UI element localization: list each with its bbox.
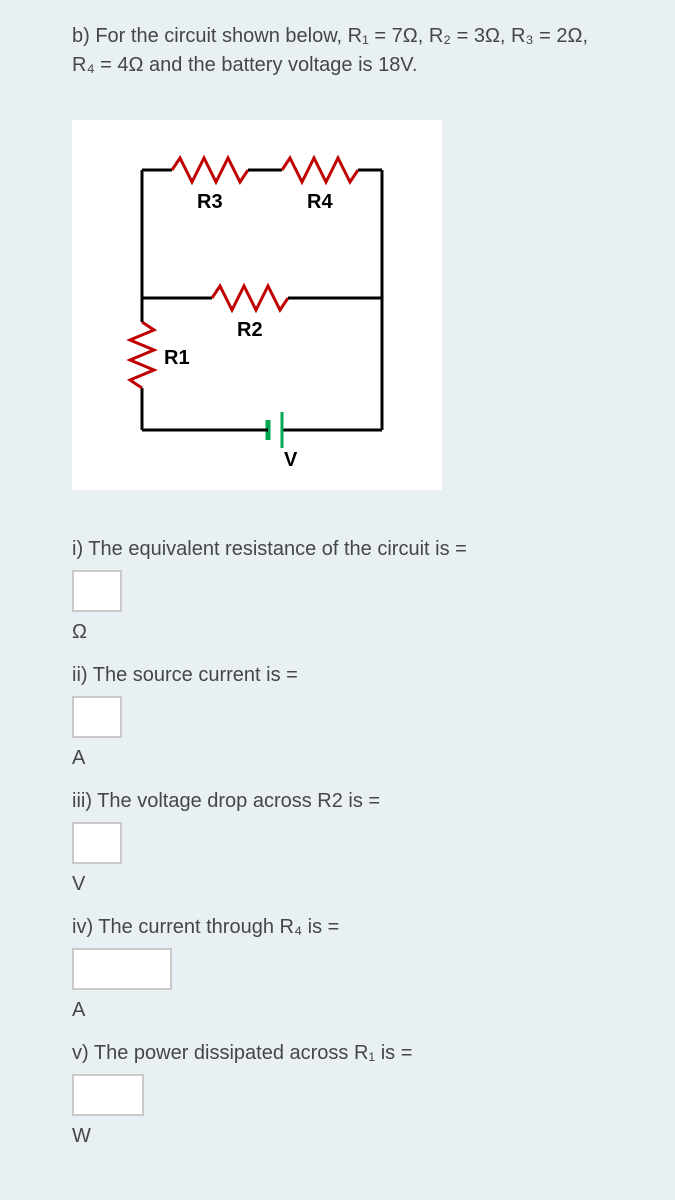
unit-4: A (72, 996, 645, 1025)
unit-3: V (72, 870, 645, 899)
problem-line-1: b) For the circuit shown below, R₁ = 7Ω,… (72, 25, 588, 47)
problem-line-2: R₄ = 4Ω and the battery voltage is 18V. (72, 54, 417, 76)
answer-2-input[interactable] (72, 696, 122, 738)
unit-1: Ω (72, 618, 645, 647)
question-2-text: ii) The source current is = (72, 661, 645, 690)
label-r2: R2 (237, 316, 263, 345)
unit-2: A (72, 744, 645, 773)
unit-5: W (72, 1122, 645, 1151)
label-v: V (284, 446, 297, 475)
label-r1: R1 (164, 344, 190, 373)
question-5-text: v) The power dissipated across R₁ is = (72, 1039, 645, 1068)
answer-3-input[interactable] (72, 822, 122, 864)
answer-1-input[interactable] (72, 570, 122, 612)
question-1-text: i) The equivalent resistance of the circ… (72, 535, 645, 564)
problem-statement: b) For the circuit shown below, R₁ = 7Ω,… (72, 22, 645, 80)
label-r3: R3 (197, 188, 223, 217)
circuit-diagram: R3 R4 R2 R1 V (72, 120, 442, 490)
question-3-text: iii) The voltage drop across R2 is = (72, 787, 645, 816)
label-r4: R4 (307, 188, 333, 217)
answer-4-input[interactable] (72, 948, 172, 990)
question-4-text: iv) The current through R₄ is = (72, 913, 645, 942)
page-container: b) For the circuit shown below, R₁ = 7Ω,… (0, 0, 675, 1200)
answer-5-input[interactable] (72, 1074, 144, 1116)
